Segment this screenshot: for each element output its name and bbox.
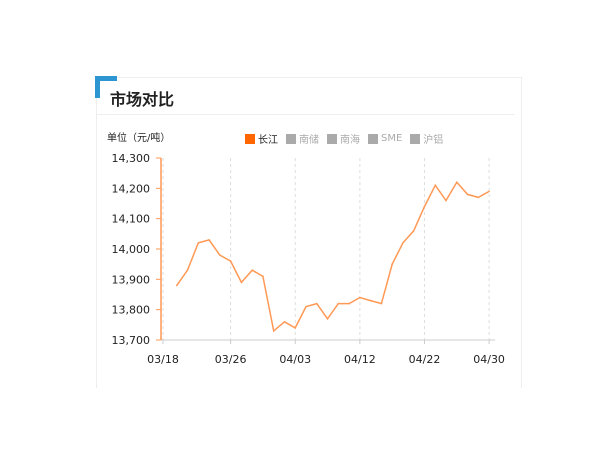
data-point — [197, 242, 200, 244]
data-point — [272, 330, 275, 332]
data-point — [208, 239, 210, 241]
data-point — [326, 317, 329, 320]
legend-item[interactable]: 南海 — [327, 131, 360, 146]
legend-swatch — [245, 133, 255, 144]
data-point — [305, 305, 307, 308]
legend-swatch — [410, 133, 421, 144]
data-point — [369, 299, 372, 302]
x-tick-label: 04/12 — [344, 353, 376, 366]
data-point — [445, 199, 447, 202]
legend-item[interactable]: 沪铝 — [410, 131, 443, 146]
data-point — [283, 321, 286, 323]
y-tick-label: 13,900 — [112, 273, 151, 286]
series-line — [176, 181, 490, 333]
title-accent — [95, 76, 117, 98]
data-point — [229, 260, 232, 262]
data-point — [391, 263, 393, 265]
data-point — [294, 327, 297, 329]
data-point — [219, 254, 221, 256]
data-point — [186, 269, 189, 272]
y-tick-label: 13,700 — [112, 334, 151, 347]
data-point — [455, 181, 458, 184]
legend-label: 沪铝 — [423, 135, 444, 146]
divider — [97, 114, 515, 115]
x-tick-label: 03/26 — [215, 353, 247, 366]
data-point — [477, 196, 480, 199]
data-point — [240, 281, 243, 284]
data-point — [434, 184, 437, 187]
legend-label: SME — [381, 133, 403, 144]
y-tick-label: 13,800 — [112, 304, 151, 317]
y-tick-label: 14,300 — [112, 152, 151, 165]
data-point — [488, 190, 490, 193]
data-point — [175, 284, 178, 287]
legend-item[interactable]: SME — [368, 131, 402, 146]
unit-label: 单位（元/吨） — [107, 133, 171, 144]
data-point — [423, 205, 426, 208]
data-point — [402, 242, 404, 244]
legend: 长江 南储 南海 SME 沪铝 — [245, 131, 443, 146]
x-tick-label: 04/03 — [279, 353, 311, 366]
legend-swatch — [286, 133, 296, 144]
data-point — [315, 302, 318, 305]
x-tick-label: 04/22 — [409, 353, 441, 366]
y-tick-label: 14,100 — [112, 213, 151, 226]
data-point — [412, 230, 415, 232]
y-tick-label: 14,000 — [112, 243, 151, 256]
data-point — [262, 275, 264, 278]
x-tick-label: 03/18 — [147, 353, 179, 366]
data-point — [466, 193, 469, 196]
legend-swatch — [327, 133, 337, 144]
data-point — [380, 302, 383, 305]
x-tick-label: 04/30 — [473, 353, 505, 366]
legend-swatch — [368, 133, 378, 144]
page-title: 市场对比 — [110, 90, 175, 109]
chart-panel — [96, 77, 522, 388]
y-tick-label: 14,200 — [112, 182, 151, 195]
data-point — [359, 296, 361, 299]
legend-label: 南储 — [299, 135, 319, 146]
data-point — [251, 269, 253, 272]
data-point — [337, 302, 340, 305]
legend-item[interactable]: 南储 — [286, 131, 319, 146]
legend-item[interactable]: 长江 — [245, 131, 278, 146]
data-point — [348, 302, 350, 305]
legend-label: 长江 — [258, 135, 278, 146]
legend-label: 南海 — [340, 135, 360, 146]
